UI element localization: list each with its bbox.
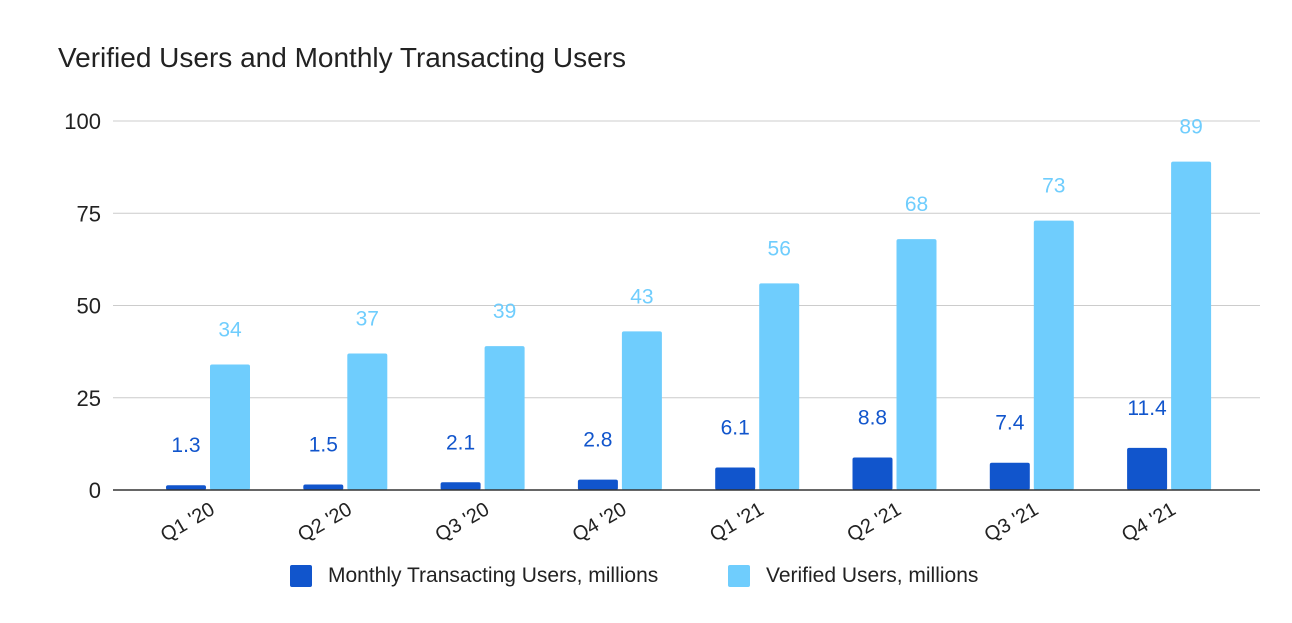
data-label-monthly-transacting: 11.4 bbox=[1127, 397, 1167, 420]
x-tick-label: Q3 '20 bbox=[432, 498, 494, 546]
bar-monthly-transacting bbox=[166, 485, 206, 490]
data-label-monthly-transacting: 8.8 bbox=[858, 407, 887, 430]
x-tick-label: Q3 '21 bbox=[981, 498, 1043, 546]
bar-verified-users bbox=[347, 353, 388, 490]
data-label-monthly-transacting: 2.1 bbox=[446, 431, 475, 454]
bar-verified-users bbox=[759, 283, 800, 490]
data-label-monthly-transacting: 6.1 bbox=[721, 416, 750, 439]
y-tick-label: 100 bbox=[64, 109, 101, 134]
bar-monthly-transacting bbox=[989, 462, 1030, 490]
data-label-verified-users: 43 bbox=[630, 285, 653, 308]
bar-monthly-transacting bbox=[1127, 447, 1168, 490]
data-label-verified-users: 68 bbox=[905, 193, 928, 216]
legend-swatch-monthly-transacting bbox=[290, 565, 312, 587]
bar-monthly-transacting bbox=[440, 482, 481, 490]
bar-verified-users bbox=[1171, 161, 1212, 490]
x-tick-label: Q2 '20 bbox=[294, 498, 356, 546]
bar-monthly-transacting bbox=[303, 484, 344, 490]
chart-legend: Monthly Transacting Users, millions Veri… bbox=[0, 562, 1292, 596]
data-label-verified-users: 34 bbox=[218, 319, 242, 342]
y-tick-label: 75 bbox=[77, 201, 101, 226]
x-tick-label: Q4 '20 bbox=[569, 498, 631, 546]
y-tick-label: 0 bbox=[89, 478, 101, 503]
data-label-verified-users: 56 bbox=[768, 237, 791, 260]
data-label-verified-users: 39 bbox=[493, 300, 516, 323]
x-tick-label: Q1 '21 bbox=[706, 498, 768, 546]
bar-verified-users bbox=[484, 346, 525, 490]
y-tick-label: 50 bbox=[77, 294, 101, 319]
x-tick-label: Q2 '21 bbox=[843, 498, 905, 546]
bar-verified-users bbox=[896, 239, 937, 490]
bar-monthly-transacting bbox=[715, 467, 756, 490]
bar-monthly-transacting bbox=[852, 457, 893, 490]
legend-item-monthly-transacting: Monthly Transacting Users, millions bbox=[290, 564, 658, 588]
x-tick-label: Q1 '20 bbox=[157, 498, 219, 546]
data-label-monthly-transacting: 2.8 bbox=[583, 429, 612, 452]
data-label-verified-users: 73 bbox=[1042, 175, 1065, 198]
data-label-monthly-transacting: 1.5 bbox=[309, 433, 338, 456]
x-tick-label: Q4 '21 bbox=[1118, 498, 1180, 546]
bar-verified-users bbox=[210, 364, 250, 490]
legend-swatch-verified-users bbox=[728, 565, 750, 587]
data-label-monthly-transacting: 1.3 bbox=[171, 434, 200, 457]
legend-item-verified-users: Verified Users, millions bbox=[728, 564, 978, 588]
chart-title: Verified Users and Monthly Transacting U… bbox=[58, 42, 627, 73]
legend-label-monthly-transacting: Monthly Transacting Users, millions bbox=[328, 564, 659, 587]
y-tick-label: 25 bbox=[77, 386, 101, 411]
data-label-verified-users: 89 bbox=[1179, 116, 1202, 139]
legend-label-verified-users: Verified Users, millions bbox=[766, 564, 979, 587]
data-label-verified-users: 37 bbox=[356, 307, 379, 330]
bar-verified-users bbox=[1033, 220, 1074, 490]
data-label-monthly-transacting: 7.4 bbox=[995, 412, 1025, 435]
bar-monthly-transacting bbox=[577, 479, 618, 490]
bar-verified-users bbox=[621, 331, 662, 490]
